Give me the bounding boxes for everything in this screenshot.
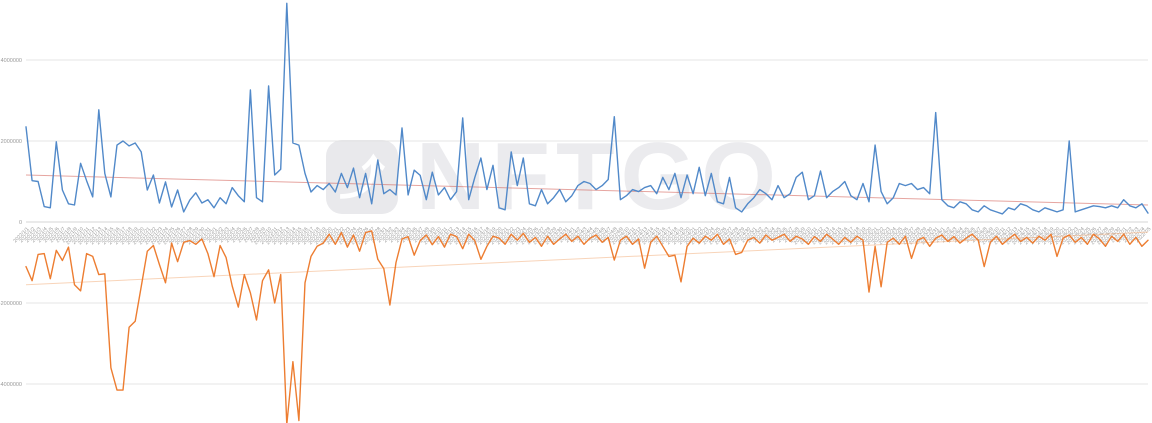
y-axis-tick-label: -2000000: [0, 301, 22, 307]
trendline-orange-series: [25, 231, 1149, 286]
y-axis-tick-label: -4000000: [0, 382, 22, 388]
y-axis-tick-label: 4000000: [1, 58, 22, 64]
trendline-blue-series: [25, 174, 1149, 206]
y-axis-tick-label: 0: [19, 220, 22, 226]
y-axis-tick-label: 2000000: [1, 139, 22, 145]
series-line-orange-series: [25, 230, 1149, 423]
nftgo-watermark-text: NFTGO: [416, 123, 782, 230]
series-line-blue-series: [25, 2, 1149, 215]
